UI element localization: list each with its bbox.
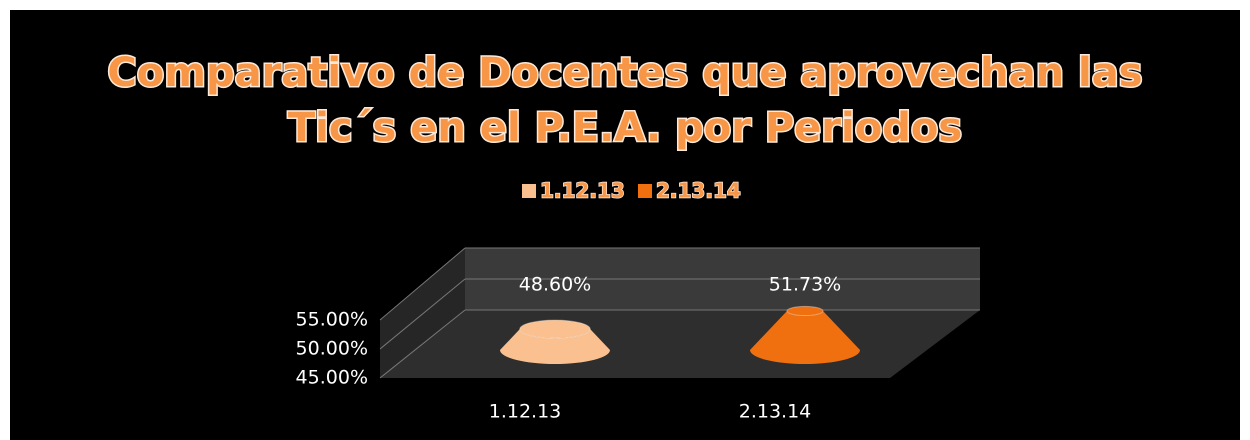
side-wall: [380, 248, 465, 378]
legend-label: 1.12.13: [540, 179, 625, 203]
grid-line: [379, 309, 466, 379]
legend-swatch: [522, 184, 536, 198]
grid-line: [379, 278, 466, 350]
data-label: 48.60%: [519, 274, 591, 296]
chart-title: Comparativo de Docentes que aprovechan l…: [107, 50, 1142, 96]
legend-label: 2.13.14: [656, 179, 741, 203]
grid-line: [379, 247, 466, 321]
x-tick-label: 2.13.14: [739, 401, 812, 423]
cone: [750, 310, 860, 364]
floor: [380, 310, 980, 378]
y-tick-label: 50.00%: [296, 338, 368, 360]
cone: [500, 329, 610, 364]
x-tick-label: 1.12.13: [489, 401, 562, 423]
y-tick-label: 45.00%: [296, 367, 368, 389]
legend-swatch: [638, 184, 652, 198]
cone-top: [519, 319, 591, 339]
data-label: 51.73%: [769, 274, 841, 296]
cone-top: [786, 305, 824, 317]
chart-title: Tic´s en el P.E.A. por Periodos: [288, 105, 962, 151]
y-tick-label: 55.00%: [296, 309, 368, 331]
